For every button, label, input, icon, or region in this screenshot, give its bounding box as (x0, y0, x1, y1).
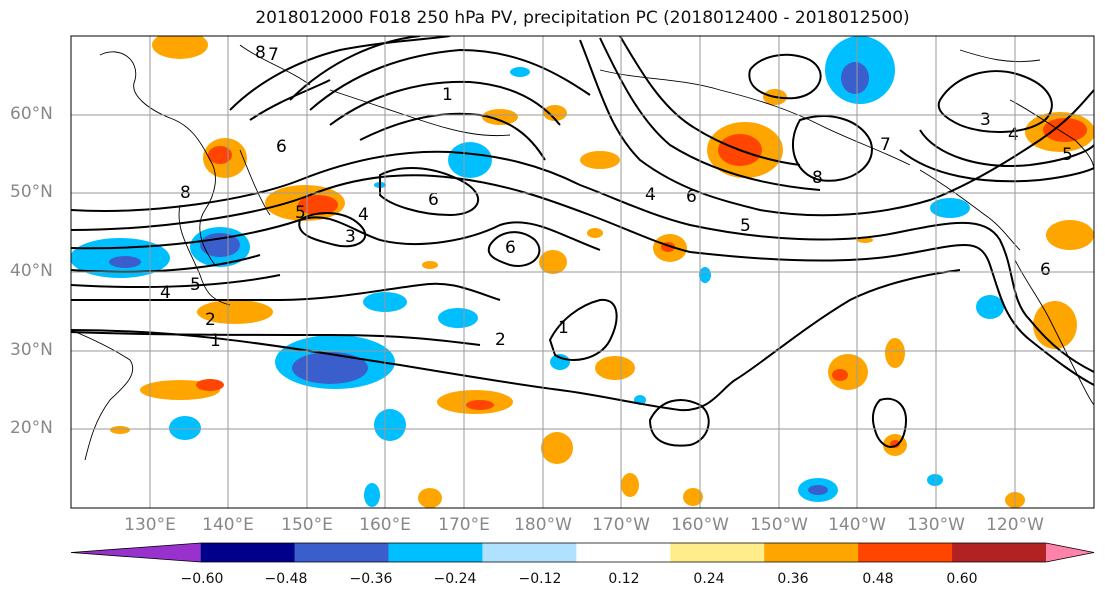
colorbar-segment (576, 543, 671, 562)
colorbar-segment (858, 543, 953, 562)
map-panel: 1 1 1 2 2 3 3 4 4 4 4 5 5 5 5 6 6 6 6 6 … (71, 36, 1094, 508)
contour-label-2: 2 (205, 310, 216, 330)
contour-label-4b: 4 (160, 283, 171, 303)
lon-label-150e: 150°E (281, 515, 333, 535)
contour-label-7: 7 (880, 135, 891, 155)
contour-label-6: 6 (428, 190, 439, 210)
contour-label-7b: 7 (268, 45, 279, 65)
lon-label-170w: 170°W (592, 515, 650, 535)
lon-label-170e: 170°E (438, 515, 490, 535)
lat-label-20n: 20°N (10, 418, 53, 438)
pv-contours (71, 36, 1094, 448)
lat-label-40n: 40°N (10, 261, 53, 281)
colorbar-segment (764, 543, 859, 562)
colorbar-label: −0.48 (264, 571, 308, 587)
colorbar-segment (482, 543, 577, 562)
lon-label-140e: 140°E (202, 515, 254, 535)
colorbar (70, 542, 1095, 563)
contour-label-5d: 5 (1062, 145, 1073, 165)
lat-label-60n: 60°N (10, 104, 53, 124)
contour-label-1c: 1 (442, 85, 453, 105)
colorbar-outline (70, 542, 1095, 563)
contour-label-1b: 1 (558, 318, 569, 338)
colorbar-label: −0.12 (518, 571, 562, 587)
colorbar-label: 0.36 (777, 571, 809, 587)
colorbar-label: 0.24 (693, 571, 725, 587)
lon-label-160w: 160°W (671, 515, 729, 535)
contour-label-6e: 6 (1040, 260, 1051, 280)
contour-label-4c: 4 (645, 185, 656, 205)
contour-label-5b: 5 (190, 275, 201, 295)
colorbar-label: −0.60 (180, 571, 224, 587)
colorbar-segment (294, 543, 389, 562)
lat-label-50n: 50°N (10, 182, 53, 202)
colorbar-label: 0.12 (608, 571, 640, 587)
colorbar-segment (388, 543, 483, 562)
lon-label-130w: 130°W (907, 515, 965, 535)
contour-label-4d: 4 (1008, 125, 1019, 145)
colorbar-segment (670, 543, 765, 562)
contour-label-4: 4 (358, 205, 369, 225)
colorbar-segment (200, 543, 296, 562)
lon-label-180w: 180°W (514, 515, 572, 535)
contour-label-6c: 6 (686, 187, 697, 207)
colorbar-label: 0.60 (946, 571, 978, 587)
contour-label-8c: 8 (812, 168, 823, 188)
colorbar-extend-min (71, 543, 201, 562)
contour-label-5: 5 (295, 203, 306, 223)
contour-label-3b: 3 (980, 110, 991, 130)
contour-label-6b: 6 (505, 238, 516, 258)
contour-label-8: 8 (255, 43, 266, 63)
contour-label-5c: 5 (740, 216, 751, 236)
contour-label-2b: 2 (495, 330, 506, 350)
lon-label-120w: 120°W (986, 515, 1044, 535)
colorbar-label: −0.24 (433, 571, 477, 587)
contour-label-6d: 6 (276, 137, 287, 157)
colorbar-segment (952, 543, 1047, 562)
coastlines (71, 44, 1094, 461)
colorbar-label: 0.48 (862, 571, 894, 587)
colorbar-label: −0.36 (349, 571, 393, 587)
map-title: 2018012000 F018 250 hPa PV, precipitatio… (255, 8, 910, 28)
lon-label-160e: 160°E (359, 515, 411, 535)
contour-labels: 1 1 1 2 2 3 3 4 4 4 4 5 5 5 5 6 6 6 6 6 … (160, 43, 1073, 351)
lon-label-140w: 140°W (828, 515, 886, 535)
contour-label-1: 1 (210, 331, 221, 351)
map-frame (70, 35, 1095, 509)
colorbar-extend-max (1046, 543, 1094, 562)
lon-label-130e: 130°E (124, 515, 176, 535)
grid-lines (71, 36, 1094, 508)
lat-label-30n: 30°N (10, 340, 53, 360)
lon-label-150w: 150°W (750, 515, 808, 535)
contour-label-3: 3 (345, 227, 356, 247)
